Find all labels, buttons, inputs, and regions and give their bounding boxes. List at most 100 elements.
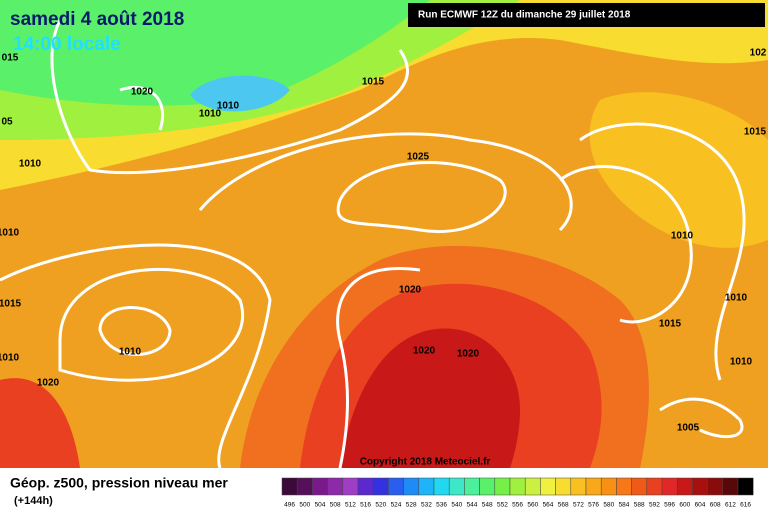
isobar-label: 1015	[0, 299, 22, 310]
isobar-labels: 015 1020 1010 1010 1015 05 1010 1025 101…	[0, 48, 767, 434]
colorbar-cell	[722, 477, 739, 496]
colorbar-cell	[281, 477, 298, 496]
colorbar-cell	[707, 477, 724, 496]
isobar-label: 1020	[413, 346, 436, 357]
isobar-label: 1020	[399, 285, 422, 296]
colorbar-label: 592	[649, 502, 660, 509]
colorbar-label: 504	[315, 502, 326, 509]
colorbar-cell	[646, 477, 663, 496]
colorbar-label: 568	[558, 502, 569, 509]
colorbar-label: 552	[497, 502, 508, 509]
isobar-label: 1020	[457, 349, 480, 360]
isobar-label: 1010	[19, 159, 42, 170]
colorbar-label: 540	[451, 502, 462, 509]
colorbar-cell	[494, 477, 511, 496]
colorbar-label: 564	[543, 502, 554, 509]
isobar-label: 1015	[362, 77, 385, 88]
colorbar-label: 608	[710, 502, 721, 509]
isobar-label: 1010	[725, 293, 748, 304]
colorbar-cell	[433, 477, 450, 496]
isobar-label: 1015	[659, 319, 682, 330]
colorbar-cell	[312, 477, 328, 496]
run: Run ECMWF 12Z du dimanche 29 juillet 201…	[418, 10, 631, 21]
date: samedi 4 août 2018	[10, 9, 184, 30]
field-red-w	[0, 378, 80, 468]
field-darkred	[340, 328, 520, 468]
colorbar-label: 520	[375, 502, 386, 509]
colorbar-label: 508	[330, 502, 341, 509]
colorbar-label: 572	[573, 502, 584, 509]
colorbar-cell	[585, 477, 602, 496]
colorbar-label: 616	[740, 502, 751, 509]
run-box	[408, 3, 765, 27]
colorbar-label: 536	[436, 502, 447, 509]
colorbar-label: 512	[345, 502, 356, 509]
lead-time: (+144h)	[14, 495, 53, 507]
isobar-label: 1010	[199, 109, 222, 120]
colorbar-cell	[600, 477, 617, 496]
isobar-label: 1020	[37, 378, 60, 389]
field-cyan	[190, 75, 290, 112]
colorbar-cell	[676, 477, 693, 496]
colorbar-cell	[327, 477, 344, 496]
isobar-label: 1025	[407, 152, 430, 163]
colorbar-label: 604	[695, 502, 706, 509]
colorbar-cell	[357, 477, 374, 496]
isobar-label: 015	[2, 53, 19, 64]
isobar-label: 1010	[671, 231, 694, 242]
field-green	[0, 0, 430, 106]
colorbar-cell	[524, 477, 541, 496]
colorbar: 496 500 504 508 512 516 520 524 528 532 536 540 544 5…	[281, 477, 754, 509]
isobar-label: 1010	[119, 347, 142, 358]
colorbar-label: 600	[679, 502, 690, 509]
colorbar-label: 556	[512, 502, 523, 509]
colorbar-label: 496	[284, 502, 295, 509]
isobar-label: 1010	[730, 357, 753, 368]
footer-title: Géop. z500, pression niveau mer	[10, 475, 228, 491]
colorbar-label: 528	[406, 502, 417, 509]
isobar-label: 05	[1, 117, 13, 128]
colorbar-label: 588	[634, 502, 645, 509]
colorbar-cell	[540, 477, 556, 496]
colorbar-cell	[509, 477, 526, 496]
colorbar-cell	[372, 477, 389, 496]
colorbar-label: 532	[421, 502, 432, 509]
copyright: Copyright 2018 Meteociel.fr	[360, 457, 491, 468]
colorbar-label: 580	[603, 502, 614, 509]
isobar-label: 1020	[131, 87, 154, 98]
colorbar-cell	[403, 477, 420, 496]
colorbar-label: 560	[527, 502, 538, 509]
colorbar-label: 544	[467, 502, 478, 509]
isobar-label: 102	[750, 48, 767, 59]
colorbar-label: 576	[588, 502, 599, 509]
colorbar-label: 516	[360, 502, 371, 509]
colorbar-cell	[570, 477, 587, 496]
colorbar-label: 548	[482, 502, 493, 509]
isobar-label: 1010	[0, 228, 20, 239]
colorbar-cell	[464, 477, 480, 496]
colorbar-cell	[296, 477, 313, 496]
field-scand	[589, 92, 768, 248]
colorbar-label: 500	[299, 502, 310, 509]
isobar-label: 1010	[217, 101, 240, 112]
isobar-lines	[0, 19, 746, 469]
colorbar-cell	[388, 477, 404, 496]
time: 14:00 locale	[13, 34, 121, 55]
isobar-label: 1010	[0, 353, 20, 364]
colorbar-label: 612	[725, 502, 736, 509]
colorbar-cell	[555, 477, 572, 496]
colorbar-cell	[661, 477, 678, 496]
isobar-label: 1005	[677, 423, 700, 434]
colorbar-cell	[342, 477, 359, 496]
colorbar-cell	[616, 477, 632, 496]
colorbar-label: 584	[619, 502, 630, 509]
colorbar-label: 596	[664, 502, 675, 509]
colorbar-cell	[479, 477, 496, 496]
colorbar-cell	[448, 477, 465, 496]
colorbar-cell	[631, 477, 648, 496]
colorbar-cell	[418, 477, 435, 496]
isobar-label: 1015	[744, 127, 767, 138]
colorbar-cell	[692, 477, 708, 496]
